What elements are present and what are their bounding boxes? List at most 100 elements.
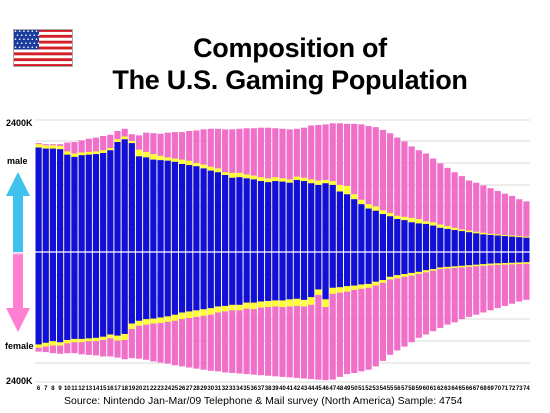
female-gamer-bar	[322, 252, 329, 300]
x-tick-label: 25	[172, 386, 179, 392]
x-tick-label: 48	[337, 386, 344, 392]
female-non-gamer-bar	[415, 252, 422, 338]
x-tick-label: 30	[207, 386, 214, 392]
female-gamer-bar	[92, 252, 100, 338]
male-gamer-bar	[415, 223, 422, 252]
female-gamer-bar	[164, 252, 171, 317]
us-flag-icon	[13, 29, 73, 68]
male-non-gamer-bar	[408, 146, 415, 252]
female-non-gamer-bar	[480, 252, 487, 313]
female-gamer-bar	[415, 252, 422, 272]
x-tick-label: 19	[129, 386, 136, 392]
male-non-gamer-bar	[444, 167, 451, 252]
male-gamer-bar	[408, 222, 415, 252]
x-tick-label: 20	[136, 386, 143, 392]
x-tick-label: 16	[107, 386, 114, 392]
female-non-gamer-bar	[308, 252, 315, 380]
female-non-gamer-bar	[387, 252, 394, 355]
x-tick-label: 21	[143, 386, 150, 392]
female-gamer-bar	[430, 252, 437, 270]
x-tick-label: 7	[44, 386, 48, 392]
x-tick-label: 58	[408, 386, 415, 392]
female-non-gamer-bar	[394, 252, 401, 351]
x-tick-label: 34	[236, 386, 243, 392]
x-tick-label: 60	[423, 386, 430, 392]
male-gamer-bar	[279, 181, 286, 252]
male-gamer-bar	[336, 191, 343, 252]
male-gamer-bar	[358, 204, 365, 252]
male-non-gamer-bar	[365, 126, 372, 252]
x-tick-label: 38	[265, 386, 272, 392]
male-non-gamer-bar	[516, 199, 523, 252]
female-non-gamer-bar	[286, 252, 293, 378]
female-non-gamer-bar	[458, 252, 465, 320]
female-gamer-bar	[501, 252, 508, 263]
male-gamer-bar	[143, 157, 150, 252]
female-gamer-bar	[229, 252, 236, 305]
female-gamer-bar	[243, 252, 250, 303]
male-non-gamer-bar	[523, 201, 530, 252]
female-gamer-bar	[437, 252, 444, 268]
y-axis-bottom-label: 2400K	[6, 376, 33, 386]
x-tick-label: 63	[444, 386, 451, 392]
female-gamer-bar	[372, 252, 379, 282]
x-tick-label: 27	[186, 386, 193, 392]
title-line-2: The U.S. Gaming Population	[112, 65, 468, 95]
gender-arrow-icon	[6, 172, 30, 332]
x-tick-label: 44	[308, 386, 315, 392]
male-gamer-bar	[387, 216, 394, 252]
x-tick-label: 26	[179, 386, 186, 392]
male-gamer-bar	[451, 230, 458, 252]
male-gamer-bar	[487, 234, 494, 252]
x-tick-label: 9	[58, 386, 62, 392]
female-non-gamer-bar	[336, 252, 343, 377]
female-non-gamer-bar	[508, 252, 516, 304]
x-tick-label: 28	[193, 386, 200, 392]
female-non-gamer-bar	[379, 252, 387, 361]
male-non-gamer-bar	[372, 127, 379, 252]
x-tick-label: 73	[516, 386, 523, 392]
female-gamer-bar	[336, 252, 343, 288]
x-tick-label: 42	[294, 386, 301, 392]
female-gamer-bar	[293, 252, 300, 299]
x-tick-label: 32	[222, 386, 229, 392]
male-gamer-bar	[64, 154, 71, 252]
male-gamer-bar	[379, 214, 387, 252]
male-gamer-bar	[250, 179, 257, 252]
female-non-gamer-bar	[279, 252, 286, 377]
male-gamer-bar	[121, 139, 128, 252]
female-gamer-bar	[473, 252, 480, 265]
male-gamer-bar	[293, 179, 300, 252]
male-non-gamer-bar	[451, 172, 458, 252]
x-tick-label: 36	[250, 386, 257, 392]
female-gamer-bar	[171, 252, 178, 315]
x-tick-label: 29	[200, 386, 207, 392]
female-non-gamer-bar	[222, 252, 229, 373]
female-gamer-bar	[121, 252, 128, 334]
female-gamer-bar	[394, 252, 401, 276]
x-tick-label: 70	[494, 386, 501, 392]
male-gamer-bar	[222, 175, 229, 252]
female-non-gamer-bar	[487, 252, 494, 311]
female-gamer-bar	[329, 252, 336, 288]
x-tick-label: 57	[401, 386, 408, 392]
male-gamer-bar	[107, 150, 114, 252]
female-gamer-bar	[100, 252, 107, 337]
x-tick-label: 69	[487, 386, 494, 392]
female-non-gamer-bar	[516, 252, 523, 302]
female-non-gamer-bar	[372, 252, 379, 367]
x-tick-label: 45	[315, 386, 322, 392]
female-gamer-bar	[128, 252, 135, 324]
male-gamer-bar	[300, 181, 308, 252]
female-gamer-bar	[222, 252, 229, 306]
x-tick-label: 65	[459, 386, 466, 392]
male-gamer-bar	[437, 227, 444, 252]
male-gamer-bar	[150, 159, 157, 252]
male-non-gamer-bar	[394, 137, 401, 252]
female-gamer-bar	[401, 252, 408, 274]
female-non-gamer-bar	[243, 252, 250, 375]
male-gamer-bar	[394, 219, 401, 252]
x-tick-label: 39	[272, 386, 279, 392]
male-gamer-bar	[458, 231, 465, 252]
female-gamer-bar	[422, 252, 430, 271]
